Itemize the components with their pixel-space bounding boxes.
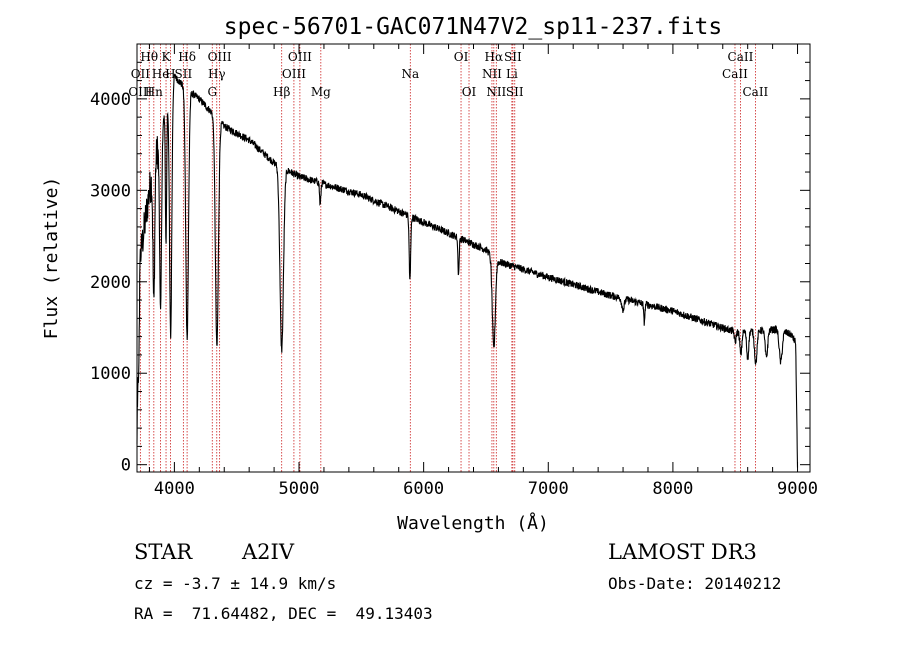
spectral-line-label: OIII: [128, 85, 152, 99]
spectral-line-label: Hθ: [140, 50, 158, 64]
x-tick-label: 4000: [154, 479, 195, 499]
spectral-line-label: CaII: [728, 50, 754, 64]
spectral-line-label: Hβ: [273, 85, 290, 99]
spectral-line-label: NII: [486, 85, 506, 99]
spectral-line-label: Li: [506, 67, 518, 81]
object-subclass: A2IV: [242, 540, 294, 564]
coordinates: RA = 71.64482, DEC = 49.13403: [134, 604, 433, 623]
spectrum-line: [136, 73, 799, 468]
spectral-line-label: He: [152, 67, 170, 81]
y-tick-label: 1000: [90, 364, 131, 384]
spectral-line-label: OII: [131, 67, 151, 81]
plot-frame: [136, 43, 811, 473]
object-type: STAR: [134, 540, 193, 564]
spectral-line-label: NII: [482, 67, 502, 81]
spectral-line-label: SII: [506, 85, 524, 99]
survey-name: LAMOST DR3: [608, 540, 757, 564]
spectral-line-label: OIII: [208, 50, 232, 64]
spectral-line-label: OIII: [282, 67, 306, 81]
y-tick-label: 2000: [90, 273, 131, 293]
spectral-line-label: G: [207, 85, 217, 99]
spectral-line-label: CaII: [742, 85, 768, 99]
y-axis-label: Flux (relative): [41, 177, 62, 340]
x-tick-label: 6000: [403, 479, 444, 499]
obs-date: Obs-Date: 20140212: [608, 574, 782, 593]
x-axis: 4000 5000 6000 7000 8000 9000: [148, 44, 818, 499]
spectral-line-label: Hα: [485, 50, 504, 64]
redshift-value: cz = -3.7 ± 14.9 km/s: [134, 574, 337, 593]
spectral-line-label: H: [165, 67, 175, 81]
spectral-line-label: Na: [401, 67, 419, 81]
spectral-line-label: SII: [504, 50, 522, 64]
spectral-line-label: K: [162, 50, 172, 64]
x-tick-label: 9000: [777, 479, 818, 499]
spectral-line-label: Hγ: [208, 67, 226, 81]
x-tick-label: 5000: [279, 479, 320, 499]
spectral-line-label: OI: [462, 85, 477, 99]
spectral-line-markers: [139, 44, 756, 472]
y-tick-label: 3000: [90, 181, 131, 201]
spectral-line-label: Hn: [145, 85, 163, 99]
y-tick-label: 4000: [90, 90, 131, 110]
spectral-line-label: OI: [454, 50, 469, 64]
spectral-line-label: CaII: [722, 67, 748, 81]
spectral-line-label: Hδ: [178, 50, 196, 64]
spectral-line-label: Mg: [311, 85, 331, 99]
x-axis-label: Wavelength (Å): [397, 512, 549, 534]
y-tick-label: 0: [121, 456, 131, 476]
x-tick-label: 8000: [652, 479, 693, 499]
spectral-line-label: OIII: [288, 50, 312, 64]
spectral-line-label: SII: [175, 67, 193, 81]
chart-title: spec-56701-GAC071N47V2_sp11-237.fits: [224, 14, 723, 40]
x-tick-label: 7000: [528, 479, 569, 499]
y-axis: 0 1000 2000 3000 4000: [90, 61, 810, 476]
